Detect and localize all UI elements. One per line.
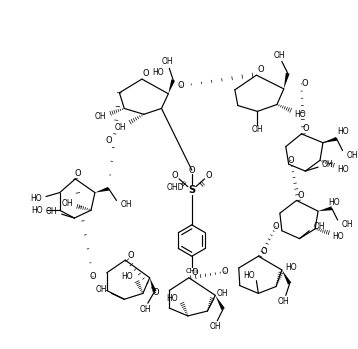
Text: HO: HO — [121, 272, 133, 281]
Text: O: O — [142, 69, 149, 78]
Polygon shape — [95, 187, 109, 193]
Text: OH: OH — [274, 51, 286, 60]
Text: OH: OH — [46, 207, 58, 216]
Text: O: O — [75, 169, 82, 178]
Text: HO: HO — [338, 165, 349, 173]
Text: O: O — [287, 156, 294, 165]
Text: O: O — [222, 267, 228, 276]
Text: OH: OH — [252, 126, 263, 134]
Text: O: O — [301, 80, 308, 89]
Text: OH: OH — [115, 122, 126, 132]
Text: =: = — [195, 178, 206, 190]
Polygon shape — [168, 80, 175, 94]
Text: HO: HO — [30, 194, 42, 203]
Text: OH: OH — [342, 221, 353, 229]
Text: O: O — [302, 125, 309, 134]
Text: O: O — [257, 65, 263, 74]
Text: HO: HO — [32, 206, 43, 215]
Text: OH: OH — [347, 151, 358, 160]
Text: O: O — [152, 288, 159, 297]
Text: O: O — [273, 222, 279, 231]
Text: OH: OH — [322, 160, 334, 169]
Text: OH: OH — [95, 112, 107, 121]
Text: O: O — [128, 251, 135, 260]
Text: OHD: OHD — [166, 183, 184, 192]
Text: HO: HO — [328, 198, 339, 207]
Text: S: S — [188, 185, 195, 195]
Polygon shape — [318, 206, 332, 211]
Text: O: O — [172, 171, 179, 180]
Text: HO: HO — [285, 263, 296, 273]
Text: OH: OH — [278, 297, 290, 306]
Polygon shape — [215, 295, 225, 310]
Text: HO: HO — [333, 232, 344, 241]
Text: HO: HO — [166, 294, 178, 303]
Text: CH₃: CH₃ — [185, 268, 198, 274]
Text: O: O — [189, 165, 195, 174]
Text: HO: HO — [295, 110, 306, 119]
Text: OH: OH — [161, 57, 173, 66]
Text: O: O — [90, 272, 96, 281]
Polygon shape — [150, 278, 156, 292]
Text: OH: OH — [62, 199, 73, 208]
Text: O: O — [178, 81, 184, 90]
Text: OH: OH — [96, 285, 108, 294]
Polygon shape — [282, 270, 291, 284]
Text: O: O — [105, 136, 112, 145]
Text: HO: HO — [243, 271, 255, 280]
Text: O: O — [297, 191, 304, 200]
Text: O: O — [205, 171, 212, 180]
Text: OH: OH — [140, 305, 152, 313]
Text: OH: OH — [313, 222, 325, 231]
Text: OH: OH — [120, 200, 132, 209]
Text: OH: OH — [209, 322, 221, 331]
Text: HO: HO — [152, 68, 164, 77]
Polygon shape — [284, 73, 290, 89]
Text: OH: OH — [216, 289, 228, 298]
Polygon shape — [323, 137, 337, 143]
Text: HO: HO — [338, 127, 349, 136]
Text: O: O — [261, 247, 267, 256]
Text: O: O — [192, 268, 198, 277]
Text: =: = — [177, 178, 189, 190]
